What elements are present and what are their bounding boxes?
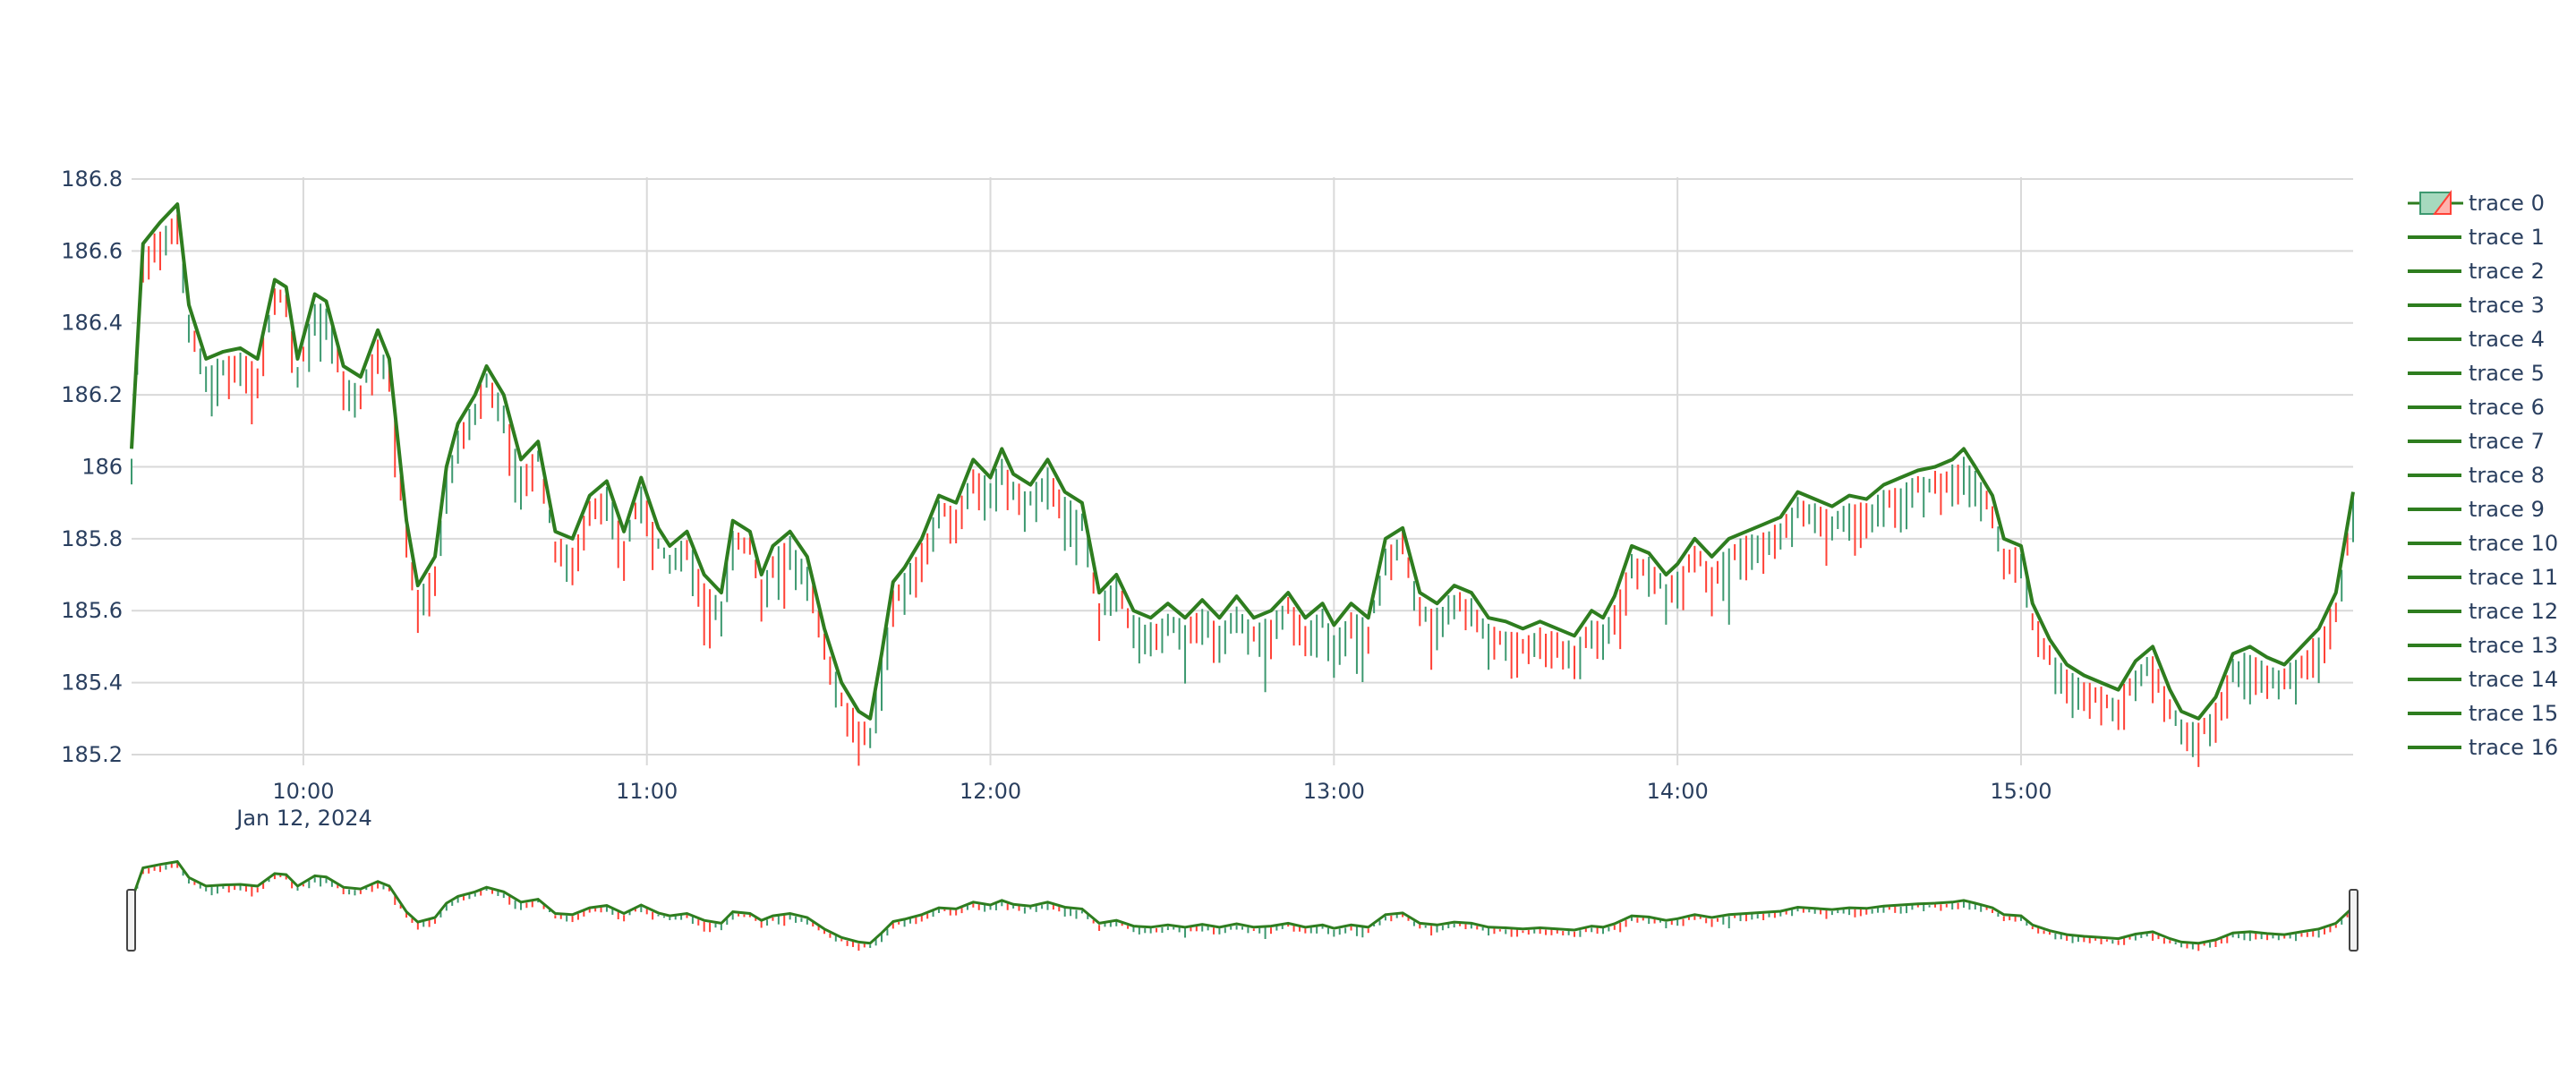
legend-item[interactable]: trace 14 (2408, 667, 2558, 692)
range-slider-candles (131, 863, 2354, 952)
range-slider-overlay-line (130, 859, 2355, 945)
x-tick-label: 13:00 (1303, 779, 1365, 804)
legend-label: trace 6 (2469, 395, 2545, 420)
y-tick-label: 186.2 (61, 382, 123, 407)
legend-label: trace 16 (2469, 735, 2558, 760)
candlestick-series[interactable] (131, 214, 2354, 767)
range-slider-left-handle[interactable] (126, 889, 136, 952)
range-slider-right-handle[interactable] (2349, 889, 2358, 952)
legend-label: trace 9 (2469, 497, 2545, 522)
legend-label: trace 3 (2469, 293, 2545, 318)
legend-swatch-candle-decreasing (2433, 190, 2452, 215)
legend-label: trace 12 (2469, 599, 2558, 624)
legend-item[interactable]: trace 11 (2408, 565, 2558, 590)
range-slider[interactable] (126, 859, 2358, 952)
legend-item[interactable]: trace 8 (2408, 463, 2545, 488)
y-axis: 186.8 186.6 186.4 186.2 186 185.8 185.6 185.4 18… (61, 166, 123, 767)
x-tick-label: 10:00 (272, 779, 334, 804)
legend-item[interactable]: trace 1 (2408, 225, 2545, 250)
y-tick-label: 186.4 (61, 311, 123, 336)
x-tick-label: 12:00 (960, 779, 1021, 804)
legend-item[interactable]: trace 6 (2408, 395, 2545, 420)
legend-item[interactable]: trace 9 (2408, 497, 2545, 522)
legend-label: trace 7 (2469, 429, 2545, 454)
legend-item[interactable]: trace 16 (2408, 735, 2558, 760)
y-tick-label: 186 (81, 454, 123, 479)
legend-item[interactable]: trace 15 (2408, 701, 2558, 726)
legend-label: trace 5 (2469, 361, 2545, 386)
legend-item[interactable]: trace 4 (2408, 327, 2545, 352)
overlay-line-series[interactable] (130, 202, 2355, 721)
x-tick-label: 14:00 (1647, 779, 1709, 804)
y-tick-label: 185.2 (61, 742, 123, 767)
grid-layer (132, 177, 2353, 765)
x-tick-label: 15:00 (1990, 779, 2051, 804)
legend-item[interactable]: trace 3 (2408, 293, 2545, 318)
x-axis-date-label: Jan 12, 2024 (235, 806, 372, 831)
legend-label: trace 15 (2469, 701, 2558, 726)
legend-label: trace 2 (2469, 259, 2545, 284)
legend-item[interactable]: trace 12 (2408, 599, 2558, 624)
y-tick-label: 185.4 (61, 670, 123, 696)
legend-label: trace 8 (2469, 463, 2545, 488)
x-axis: 10:00 11:00 12:00 13:00 14:00 15:00 (272, 779, 2051, 804)
legend-item[interactable]: trace 10 (2408, 531, 2558, 556)
y-tick-label: 185.8 (61, 526, 123, 551)
legend-label: trace 0 (2469, 191, 2545, 216)
legend-label: trace 4 (2469, 327, 2545, 352)
x-tick-label: 11:00 (616, 779, 678, 804)
legend-label: trace 10 (2469, 531, 2558, 556)
range-slider-background (132, 893, 2353, 951)
legend-item[interactable]: trace 0 (2408, 190, 2545, 216)
y-tick-label: 185.6 (61, 598, 123, 623)
legend-label: trace 13 (2469, 633, 2558, 658)
legend-item[interactable]: trace 5 (2408, 361, 2545, 386)
y-tick-label: 186.6 (61, 238, 123, 263)
legend-label: trace 1 (2469, 225, 2545, 250)
legend-item[interactable]: trace 2 (2408, 259, 2545, 284)
legend-item[interactable]: trace 13 (2408, 633, 2558, 658)
legend-label: trace 14 (2469, 667, 2558, 692)
y-tick-label: 186.8 (61, 166, 123, 192)
legend-item[interactable]: trace 7 (2408, 429, 2545, 454)
legend-label: trace 11 (2469, 565, 2558, 590)
legend[interactable]: trace 0 trace 1 trace 2 trace 3 trace 4 trace… (2408, 190, 2558, 760)
